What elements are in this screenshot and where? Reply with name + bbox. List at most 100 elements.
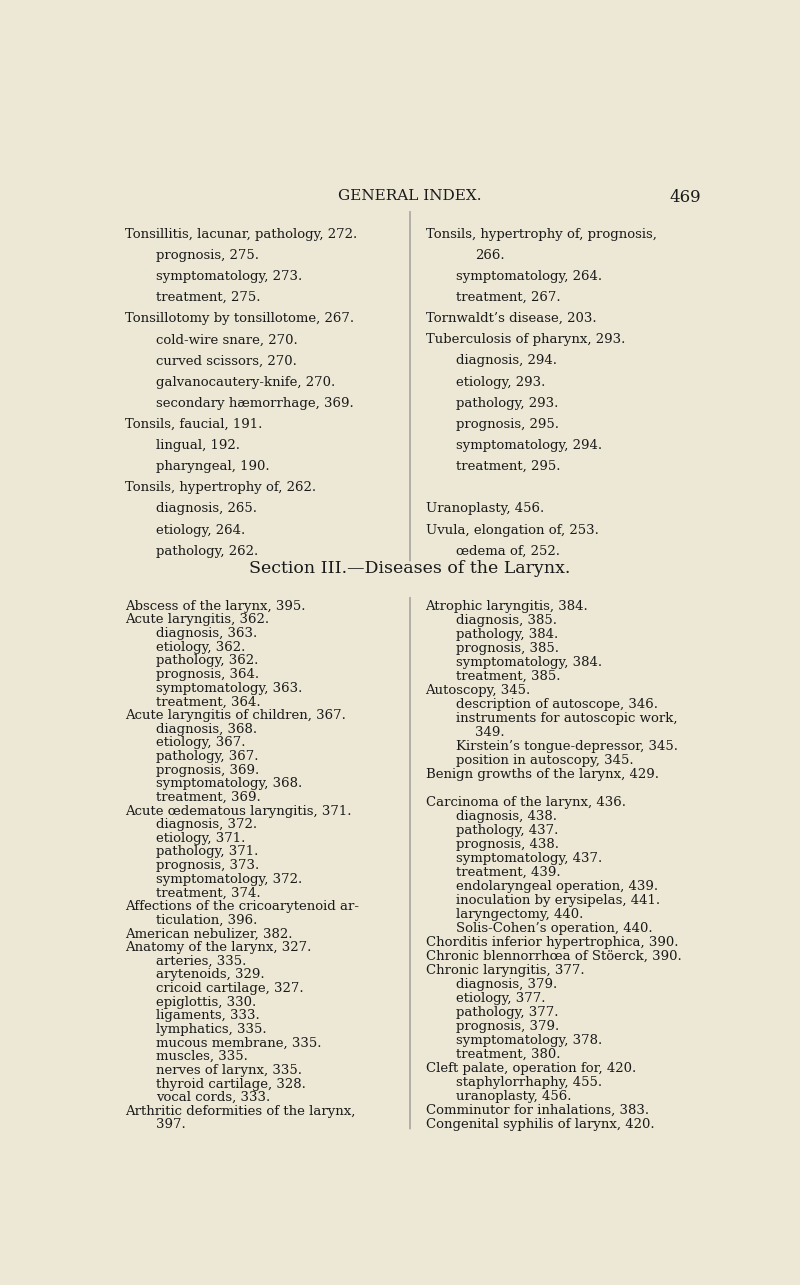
- Text: cricoid cartilage, 327.: cricoid cartilage, 327.: [156, 982, 303, 995]
- Text: endolaryngeal operation, 439.: endolaryngeal operation, 439.: [457, 880, 658, 893]
- Text: instruments for autoscopic work,: instruments for autoscopic work,: [457, 712, 678, 725]
- Text: treatment, 369.: treatment, 369.: [156, 790, 261, 804]
- Text: prognosis, 295.: prognosis, 295.: [457, 418, 559, 430]
- Text: pathology, 362.: pathology, 362.: [156, 654, 258, 667]
- Text: staphylorrhaphy, 455.: staphylorrhaphy, 455.: [457, 1077, 602, 1090]
- Text: diagnosis, 363.: diagnosis, 363.: [156, 627, 257, 640]
- Text: prognosis, 275.: prognosis, 275.: [156, 249, 259, 262]
- Text: Tonsils, hypertrophy of, prognosis,: Tonsils, hypertrophy of, prognosis,: [426, 227, 656, 240]
- Text: diagnosis, 294.: diagnosis, 294.: [457, 355, 558, 368]
- Text: diagnosis, 438.: diagnosis, 438.: [457, 810, 558, 824]
- Text: position in autoscopy, 345.: position in autoscopy, 345.: [457, 754, 634, 767]
- Text: secondary hæmorrhage, 369.: secondary hæmorrhage, 369.: [156, 397, 354, 410]
- Text: etiology, 362.: etiology, 362.: [156, 641, 245, 654]
- Text: pharyngeal, 190.: pharyngeal, 190.: [156, 460, 270, 473]
- Text: ligaments, 333.: ligaments, 333.: [156, 1009, 259, 1023]
- Text: treatment, 374.: treatment, 374.: [156, 887, 261, 900]
- Text: Abscess of the larynx, 395.: Abscess of the larynx, 395.: [125, 600, 306, 613]
- Text: Tonsils, faucial, 191.: Tonsils, faucial, 191.: [125, 418, 262, 430]
- Text: Acute œdematous laryngitis, 371.: Acute œdematous laryngitis, 371.: [125, 804, 351, 817]
- Text: Solis-Cohen’s operation, 440.: Solis-Cohen’s operation, 440.: [457, 923, 653, 935]
- Text: etiology, 293.: etiology, 293.: [457, 375, 546, 388]
- Text: muscles, 335.: muscles, 335.: [156, 1050, 248, 1063]
- Text: Uvula, elongation of, 253.: Uvula, elongation of, 253.: [426, 523, 598, 537]
- Text: treatment, 380.: treatment, 380.: [457, 1049, 561, 1061]
- Text: diagnosis, 379.: diagnosis, 379.: [457, 978, 558, 991]
- Text: treatment, 295.: treatment, 295.: [457, 460, 561, 473]
- Text: diagnosis, 372.: diagnosis, 372.: [156, 819, 257, 831]
- Text: Chronic blennorrhœa of Stöerck, 390.: Chronic blennorrhœa of Stöerck, 390.: [426, 950, 682, 964]
- Text: symptomatology, 368.: symptomatology, 368.: [156, 777, 302, 790]
- Text: etiology, 371.: etiology, 371.: [156, 831, 245, 844]
- Text: œdema of, 252.: œdema of, 252.: [457, 545, 561, 558]
- Text: pathology, 367.: pathology, 367.: [156, 750, 258, 763]
- Text: Chorditis inferior hypertrophica, 390.: Chorditis inferior hypertrophica, 390.: [426, 937, 678, 950]
- Text: Affections of the cricoarytenoid ar-: Affections of the cricoarytenoid ar-: [125, 899, 358, 914]
- Text: symptomatology, 372.: symptomatology, 372.: [156, 873, 302, 885]
- Text: Congenital syphilis of larynx, 420.: Congenital syphilis of larynx, 420.: [426, 1118, 654, 1131]
- Text: pathology, 384.: pathology, 384.: [457, 628, 558, 641]
- Text: vocal cords, 333.: vocal cords, 333.: [156, 1091, 270, 1104]
- Text: Benign growths of the larynx, 429.: Benign growths of the larynx, 429.: [426, 768, 658, 781]
- Text: description of autoscope, 346.: description of autoscope, 346.: [457, 698, 658, 711]
- Text: Acute laryngitis of children, 367.: Acute laryngitis of children, 367.: [125, 709, 346, 722]
- Text: treatment, 385.: treatment, 385.: [457, 669, 561, 684]
- Text: symptomatology, 437.: symptomatology, 437.: [457, 852, 602, 865]
- Text: pathology, 262.: pathology, 262.: [156, 545, 258, 558]
- Text: prognosis, 385.: prognosis, 385.: [457, 642, 559, 655]
- Text: lingual, 192.: lingual, 192.: [156, 439, 240, 452]
- Text: etiology, 367.: etiology, 367.: [156, 736, 246, 749]
- Text: American nebulizer, 382.: American nebulizer, 382.: [125, 928, 292, 941]
- Text: symptomatology, 294.: symptomatology, 294.: [457, 439, 602, 452]
- Text: treatment, 267.: treatment, 267.: [457, 290, 561, 305]
- Text: Carcinoma of the larynx, 436.: Carcinoma of the larynx, 436.: [426, 797, 626, 810]
- Text: Tonsillitis, lacunar, pathology, 272.: Tonsillitis, lacunar, pathology, 272.: [125, 227, 357, 240]
- Text: mucous membrane, 335.: mucous membrane, 335.: [156, 1037, 322, 1050]
- Text: Atrophic laryngitis, 384.: Atrophic laryngitis, 384.: [426, 600, 588, 613]
- Text: prognosis, 373.: prognosis, 373.: [156, 860, 259, 873]
- Text: symptomatology, 384.: symptomatology, 384.: [457, 655, 602, 669]
- Text: diagnosis, 265.: diagnosis, 265.: [156, 502, 257, 515]
- Text: symptomatology, 363.: symptomatology, 363.: [156, 681, 302, 695]
- Text: Uranoplasty, 456.: Uranoplasty, 456.: [426, 502, 544, 515]
- Text: etiology, 264.: etiology, 264.: [156, 523, 245, 537]
- Text: pathology, 437.: pathology, 437.: [457, 824, 559, 837]
- Text: symptomatology, 378.: symptomatology, 378.: [457, 1034, 602, 1047]
- Text: laryngectomy, 440.: laryngectomy, 440.: [457, 908, 584, 921]
- Text: pathology, 371.: pathology, 371.: [156, 846, 258, 858]
- Text: arteries, 335.: arteries, 335.: [156, 955, 246, 968]
- Text: pathology, 377.: pathology, 377.: [457, 1006, 559, 1019]
- Text: 469: 469: [670, 189, 702, 206]
- Text: prognosis, 369.: prognosis, 369.: [156, 763, 259, 776]
- Text: curved scissors, 270.: curved scissors, 270.: [156, 355, 297, 368]
- Text: galvanocautery-knife, 270.: galvanocautery-knife, 270.: [156, 375, 335, 388]
- Text: cold-wire snare, 270.: cold-wire snare, 270.: [156, 333, 298, 346]
- Text: etiology, 377.: etiology, 377.: [457, 992, 546, 1005]
- Text: prognosis, 379.: prognosis, 379.: [457, 1020, 560, 1033]
- Text: thyroid cartilage, 328.: thyroid cartilage, 328.: [156, 1078, 306, 1091]
- Text: Cleft palate, operation for, 420.: Cleft palate, operation for, 420.: [426, 1063, 636, 1076]
- Text: diagnosis, 385.: diagnosis, 385.: [457, 614, 558, 627]
- Text: arytenoids, 329.: arytenoids, 329.: [156, 969, 265, 982]
- Text: Acute laryngitis, 362.: Acute laryngitis, 362.: [125, 613, 269, 626]
- Text: treatment, 275.: treatment, 275.: [156, 290, 260, 305]
- Text: Tonsillotomy by tonsillotome, 267.: Tonsillotomy by tonsillotome, 267.: [125, 312, 354, 325]
- Text: prognosis, 364.: prognosis, 364.: [156, 668, 259, 681]
- Text: Arthritic deformities of the larynx,: Arthritic deformities of the larynx,: [125, 1105, 355, 1118]
- Text: Tonsils, hypertrophy of, 262.: Tonsils, hypertrophy of, 262.: [125, 482, 316, 495]
- Text: symptomatology, 264.: symptomatology, 264.: [457, 270, 602, 283]
- Text: Kirstein’s tongue-depressor, 345.: Kirstein’s tongue-depressor, 345.: [457, 740, 678, 753]
- Text: treatment, 439.: treatment, 439.: [457, 866, 561, 879]
- Text: Comminutor for inhalations, 383.: Comminutor for inhalations, 383.: [426, 1104, 649, 1117]
- Text: epiglottis, 330.: epiglottis, 330.: [156, 996, 256, 1009]
- Text: Section III.—Diseases of the Larynx.: Section III.—Diseases of the Larynx.: [250, 560, 570, 577]
- Text: Tuberculosis of pharynx, 293.: Tuberculosis of pharynx, 293.: [426, 333, 625, 346]
- Text: Anatomy of the larynx, 327.: Anatomy of the larynx, 327.: [125, 941, 311, 953]
- Text: inoculation by erysipelas, 441.: inoculation by erysipelas, 441.: [457, 894, 661, 907]
- Text: GENERAL INDEX.: GENERAL INDEX.: [338, 189, 482, 203]
- Text: nerves of larynx, 335.: nerves of larynx, 335.: [156, 1064, 302, 1077]
- Text: 397.: 397.: [156, 1118, 186, 1132]
- Text: prognosis, 438.: prognosis, 438.: [457, 838, 559, 851]
- Text: 266.: 266.: [475, 249, 505, 262]
- Text: treatment, 364.: treatment, 364.: [156, 695, 261, 708]
